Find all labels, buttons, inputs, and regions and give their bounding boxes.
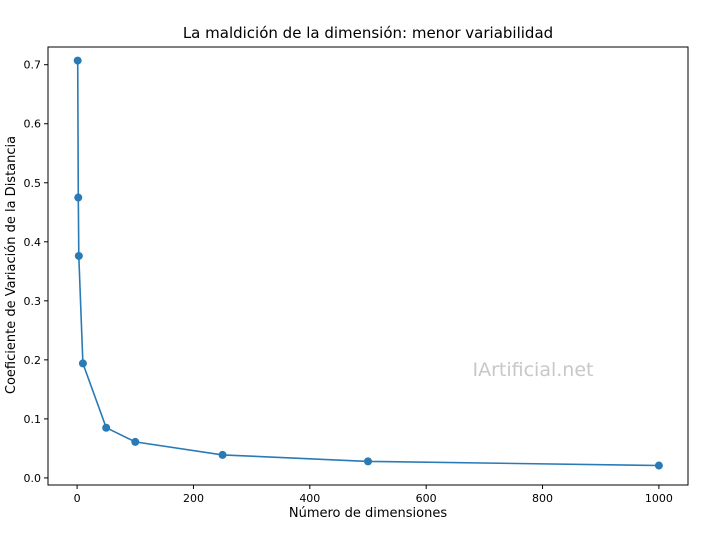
y-tick-label: 0.3: [24, 295, 42, 308]
y-tick-label: 0.2: [24, 354, 42, 367]
data-point: [74, 251, 83, 260]
data-point: [102, 423, 111, 432]
x-tick-label: 400: [299, 492, 320, 505]
y-tick-label: 0.4: [24, 236, 42, 249]
y-tick-label: 0.0: [24, 472, 42, 485]
x-axis-label: Número de dimensiones: [289, 506, 447, 521]
data-point: [73, 56, 82, 65]
data-point: [654, 461, 663, 470]
data-point: [218, 450, 227, 459]
x-tick-label: 600: [416, 492, 437, 505]
watermark: IArtificial.net: [473, 359, 594, 381]
x-axis: 0 200 400 600 800 1000: [74, 485, 673, 505]
x-tick-label: 1000: [645, 492, 673, 505]
y-tick-label: 0.1: [24, 413, 42, 426]
data-point: [364, 457, 372, 466]
x-tick-label: 0: [74, 492, 81, 505]
y-tick-label: 0.7: [24, 59, 42, 72]
data-point: [131, 437, 140, 446]
y-axis: 0.0 0.1 0.2 0.3 0.4 0.5 0.6 0.7: [24, 59, 48, 485]
y-tick-label: 0.6: [24, 118, 42, 131]
y-axis-label: Coeficiente de Variación de la Distancia: [4, 136, 19, 394]
chart-title: La maldición de la dimensión: menor vari…: [183, 24, 553, 42]
y-tick-label: 0.5: [24, 177, 42, 190]
data-point: [78, 359, 87, 368]
series-group: [73, 56, 663, 470]
x-tick-label: 800: [532, 492, 553, 505]
x-tick-label: 200: [183, 492, 204, 505]
data-point: [74, 193, 83, 202]
plot-area: [47, 46, 689, 486]
